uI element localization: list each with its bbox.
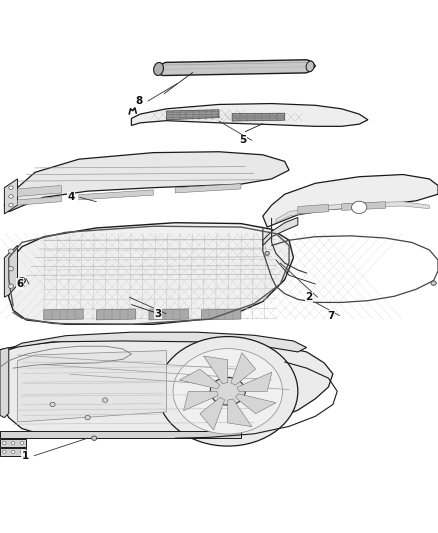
Polygon shape xyxy=(175,184,241,193)
Ellipse shape xyxy=(9,186,13,189)
Ellipse shape xyxy=(92,436,97,440)
Polygon shape xyxy=(263,217,298,246)
Ellipse shape xyxy=(85,415,90,420)
Ellipse shape xyxy=(3,450,6,453)
Polygon shape xyxy=(18,185,61,197)
Ellipse shape xyxy=(9,204,13,207)
Ellipse shape xyxy=(20,441,24,445)
Ellipse shape xyxy=(173,349,283,434)
Ellipse shape xyxy=(18,278,25,284)
Polygon shape xyxy=(0,348,9,418)
Polygon shape xyxy=(201,309,241,320)
Polygon shape xyxy=(4,179,18,214)
Polygon shape xyxy=(237,372,272,391)
Ellipse shape xyxy=(8,284,14,288)
Polygon shape xyxy=(0,339,333,438)
Polygon shape xyxy=(204,356,228,384)
Polygon shape xyxy=(228,399,252,427)
Polygon shape xyxy=(9,223,293,324)
Polygon shape xyxy=(4,152,289,212)
Text: 7: 7 xyxy=(327,311,334,320)
Text: 2: 2 xyxy=(305,292,312,302)
Polygon shape xyxy=(9,332,307,352)
Polygon shape xyxy=(298,204,328,214)
Polygon shape xyxy=(96,309,136,320)
Ellipse shape xyxy=(210,377,245,405)
Polygon shape xyxy=(184,391,218,410)
Ellipse shape xyxy=(102,398,108,402)
Ellipse shape xyxy=(306,61,314,71)
Text: 3: 3 xyxy=(154,309,161,319)
Polygon shape xyxy=(149,309,188,320)
Text: 4: 4 xyxy=(67,192,74,203)
Ellipse shape xyxy=(154,62,163,76)
Polygon shape xyxy=(18,351,166,422)
Text: 6: 6 xyxy=(17,279,24,289)
Ellipse shape xyxy=(158,336,298,446)
Polygon shape xyxy=(236,394,276,414)
Ellipse shape xyxy=(3,441,6,445)
Ellipse shape xyxy=(11,450,15,453)
Ellipse shape xyxy=(8,249,14,253)
Polygon shape xyxy=(0,448,26,456)
Polygon shape xyxy=(342,201,385,211)
Polygon shape xyxy=(131,103,368,126)
Ellipse shape xyxy=(20,450,24,453)
Polygon shape xyxy=(263,174,438,227)
Ellipse shape xyxy=(351,201,367,214)
Polygon shape xyxy=(166,110,219,120)
Ellipse shape xyxy=(8,266,14,271)
Text: 1: 1 xyxy=(22,451,29,461)
Ellipse shape xyxy=(265,252,269,255)
Text: 8: 8 xyxy=(136,96,143,106)
Ellipse shape xyxy=(11,441,15,445)
Ellipse shape xyxy=(50,402,55,407)
Ellipse shape xyxy=(431,281,436,285)
Text: 5: 5 xyxy=(240,135,247,146)
Polygon shape xyxy=(18,197,61,205)
Polygon shape xyxy=(0,431,241,438)
Polygon shape xyxy=(200,398,225,430)
Polygon shape xyxy=(155,60,315,76)
Ellipse shape xyxy=(9,195,13,198)
Polygon shape xyxy=(180,369,220,389)
Polygon shape xyxy=(276,201,429,223)
Polygon shape xyxy=(79,190,153,200)
Polygon shape xyxy=(0,439,26,447)
Polygon shape xyxy=(231,353,256,385)
Polygon shape xyxy=(232,113,285,121)
Polygon shape xyxy=(4,246,18,297)
Polygon shape xyxy=(44,309,83,320)
